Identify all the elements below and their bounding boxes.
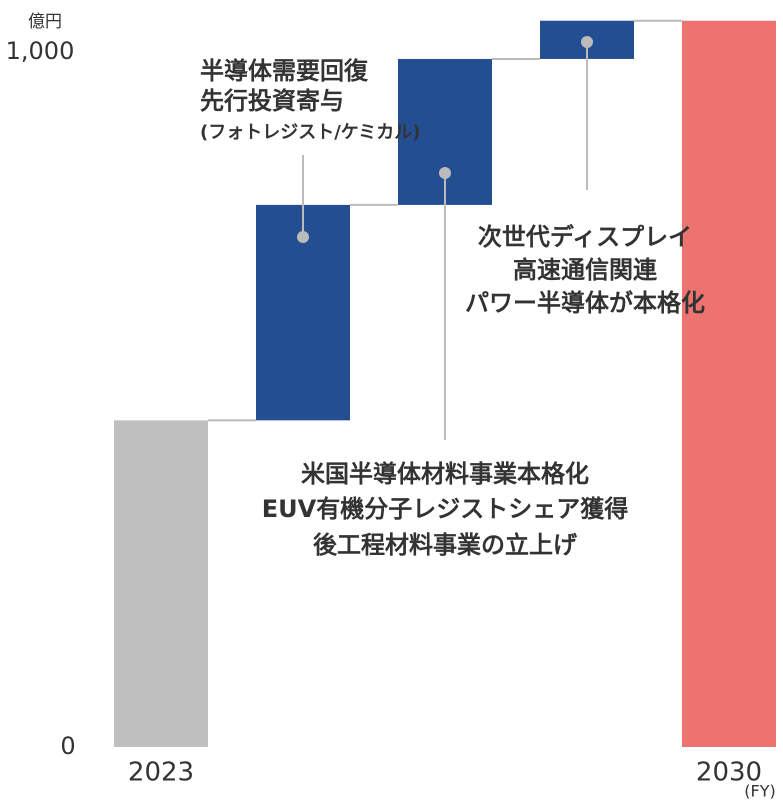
- y-tick-label: 1,000: [6, 37, 75, 65]
- annotation-text: 先行投資寄与: [200, 87, 344, 115]
- annotation-text: パワー半導体が本格化: [465, 289, 705, 317]
- x-unit: (FY): [744, 782, 775, 801]
- annotation-text: 後工程材料事業の立上げ: [313, 531, 578, 559]
- pointer-dot: [581, 36, 593, 48]
- pointer-dot: [297, 231, 309, 243]
- y-unit: 億円: [28, 12, 62, 32]
- annotation-text: (フォトレジスト/ケミカル): [200, 122, 421, 143]
- pointer-dot: [439, 167, 451, 179]
- x-tick-label: 2023: [128, 758, 194, 788]
- annotation-text: 高速通信関連: [513, 256, 658, 284]
- annotation-text: 米国半導体材料事業本格化: [301, 460, 589, 488]
- bar: [682, 20, 776, 748]
- x-tick-label: 2030: [696, 758, 762, 788]
- bar: [114, 420, 208, 747]
- y-tick-label: 0: [60, 732, 75, 760]
- annotation-text: 半導体需要回復: [200, 57, 369, 85]
- annotation-text: EUV有機分子レジストシェア獲得: [262, 495, 628, 523]
- annotation-text: 次世代ディスプレイ: [478, 223, 692, 251]
